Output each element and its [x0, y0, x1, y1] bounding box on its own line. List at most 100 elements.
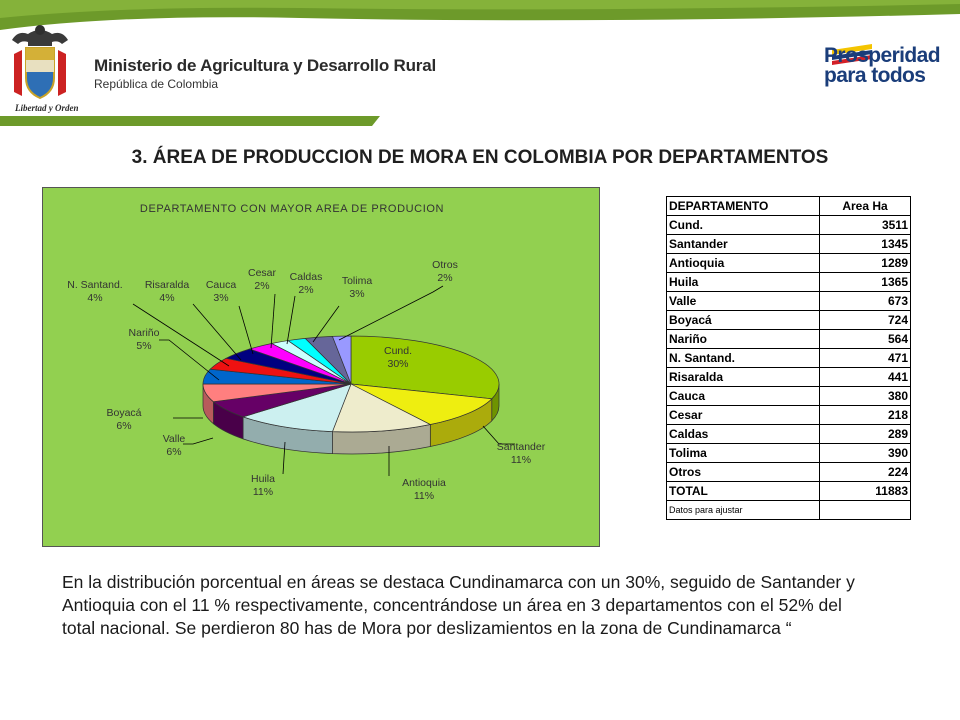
slice-label: Risaralda [145, 279, 190, 291]
table-cell-area: 289 [819, 424, 911, 444]
ministry-subtitle: República de Colombia [94, 77, 219, 91]
data-label: Cund. 30% [384, 345, 412, 370]
data-label: Nariño 5% [129, 327, 160, 352]
table-cell-departamento: N. Santand. [666, 348, 820, 368]
leader-line [270, 293, 276, 349]
table-cell-departamento: Cauca [666, 386, 820, 406]
leader-line [192, 303, 242, 361]
data-label: Otros 2% [432, 259, 458, 284]
table-row: Cauca 380 [666, 386, 911, 406]
brand-line-2: para todos [824, 64, 926, 87]
table-note-row: Datos para ajustar [666, 500, 911, 520]
slice-label: Boyacá [106, 407, 141, 419]
table-row: Antioquia 1289 [666, 253, 911, 273]
chart-title: DEPARTAMENTO CON MAYOR AREA DE PRODUCION [140, 203, 444, 215]
leader-line [132, 303, 230, 367]
slice-label: Santander [497, 441, 546, 453]
table-header-area: Area Ha [819, 196, 911, 216]
data-label: Boyacá 6% [106, 407, 141, 432]
table-cell-departamento: Cesar [666, 405, 820, 425]
table-cell-departamento: Otros [666, 462, 820, 482]
slice-label: Nariño [129, 327, 160, 339]
slice-percent: 4% [159, 292, 174, 304]
slice-percent: 2% [254, 280, 269, 292]
table-header-row: DEPARTAMENTO Area Ha [666, 196, 911, 216]
data-label: Caldas 2% [290, 271, 323, 296]
slice-label: Tolima [342, 275, 373, 287]
pie-slice-huila [241, 383, 352, 432]
table-row: Cesar 218 [666, 405, 911, 425]
motto: Libertad y Orden [15, 103, 79, 113]
data-label: N. Santand. 4% [67, 279, 122, 304]
slide-title: 3. ÁREA DE PRODUCCION DE MORA EN COLOMBI… [131, 147, 829, 168]
table-cell-area: 390 [819, 443, 911, 463]
flag-stripes-icon [832, 44, 872, 65]
leader-line [312, 305, 340, 343]
ministry-name: Ministerio de Agricultura y Desarrollo R… [94, 56, 436, 75]
leader-line [159, 339, 220, 381]
table-row: Cund. 3511 [666, 215, 911, 235]
table-cell-departamento: Tolima [666, 443, 820, 463]
table-row: Nariño 564 [666, 329, 911, 349]
table-row: Boyacá 724 [666, 310, 911, 330]
table-row: Tolima 390 [666, 443, 911, 463]
pie-chart: DEPARTAMENTO CON MAYOR AREA DE PRODUCION… [67, 203, 545, 502]
table-note-empty-cell [819, 500, 911, 520]
table-cell-departamento: Risaralda [666, 367, 820, 387]
slice-label: Valle [163, 433, 186, 445]
table-cell-area: 224 [819, 462, 911, 482]
table-row: Caldas 289 [666, 424, 911, 444]
slice-percent: 2% [437, 272, 452, 284]
leader-line [183, 437, 214, 445]
table-header-departamento: DEPARTAMENTO [666, 196, 820, 216]
data-label: Valle 6% [163, 433, 186, 458]
table-cell-area: 1365 [819, 272, 911, 292]
slice-label: Otros [432, 259, 458, 271]
table-cell-departamento: Cund. [666, 215, 820, 235]
table-row: Santander 1345 [666, 234, 911, 254]
brand-line-1: Prosperidad [824, 44, 941, 67]
table-note: Datos para ajustar [666, 500, 820, 520]
table-cell-area: 441 [819, 367, 911, 387]
pie-slice-antioquia [331, 383, 432, 433]
table-row: Risaralda 441 [666, 367, 911, 387]
table-cell-area: 1289 [819, 253, 911, 273]
slice-label: N. Santand. [67, 279, 122, 291]
table-cell-departamento: Santander [666, 234, 820, 254]
table-cell-departamento: Huila [666, 272, 820, 292]
table-cell-departamento: TOTAL [666, 481, 820, 501]
data-label: Antioquia 11% [402, 477, 446, 502]
leader-line [482, 425, 515, 445]
table-cell-departamento: Antioquia [666, 253, 820, 273]
brand-logo: Prosperidad para todos [824, 44, 941, 87]
slice-percent: 6% [166, 446, 181, 458]
data-label: Risaralda 4% [145, 279, 190, 304]
header-banner: Ministerio de Agricultura y Desarrollo R… [0, 0, 960, 126]
summary-paragraph: En la distribución porcentual en áreas s… [62, 572, 855, 638]
pie-labels: Cund. 30% Santander 11%Antioquia 11% Huila 11%… [67, 259, 545, 502]
slice-percent: 6% [116, 420, 131, 432]
slice-percent: 11% [414, 490, 434, 502]
ministry-block: Ministerio de Agricultura y Desarrollo R… [94, 56, 436, 91]
table-row: TOTAL 11883 [666, 481, 911, 501]
table-cell-area: 673 [819, 291, 911, 311]
leader-line [338, 285, 444, 341]
leader-line [282, 441, 286, 475]
pie-side-walls [202, 383, 500, 455]
slice-label: Caldas [290, 271, 323, 283]
table-cell-departamento: Nariño [666, 329, 820, 349]
table-cell-departamento: Valle [666, 291, 820, 311]
table-row: Valle 673 [666, 291, 911, 311]
slice-percent: 30% [387, 358, 408, 370]
slice-percent: 5% [136, 340, 151, 352]
table-cell-departamento: Caldas [666, 424, 820, 444]
area-table: DEPARTAMENTO Area Ha Cund. 3511 Santander 1… [666, 196, 911, 520]
pie-slice-otros [331, 335, 352, 385]
slice-label: Antioquia [402, 477, 446, 489]
table-cell-area: 471 [819, 348, 911, 368]
data-label: Huila 11% [251, 473, 275, 498]
data-label: Cesar 2% [248, 267, 277, 292]
coat-of-arms-icon [12, 25, 68, 100]
slice-percent: 3% [213, 292, 228, 304]
slice-percent: 3% [349, 288, 364, 300]
